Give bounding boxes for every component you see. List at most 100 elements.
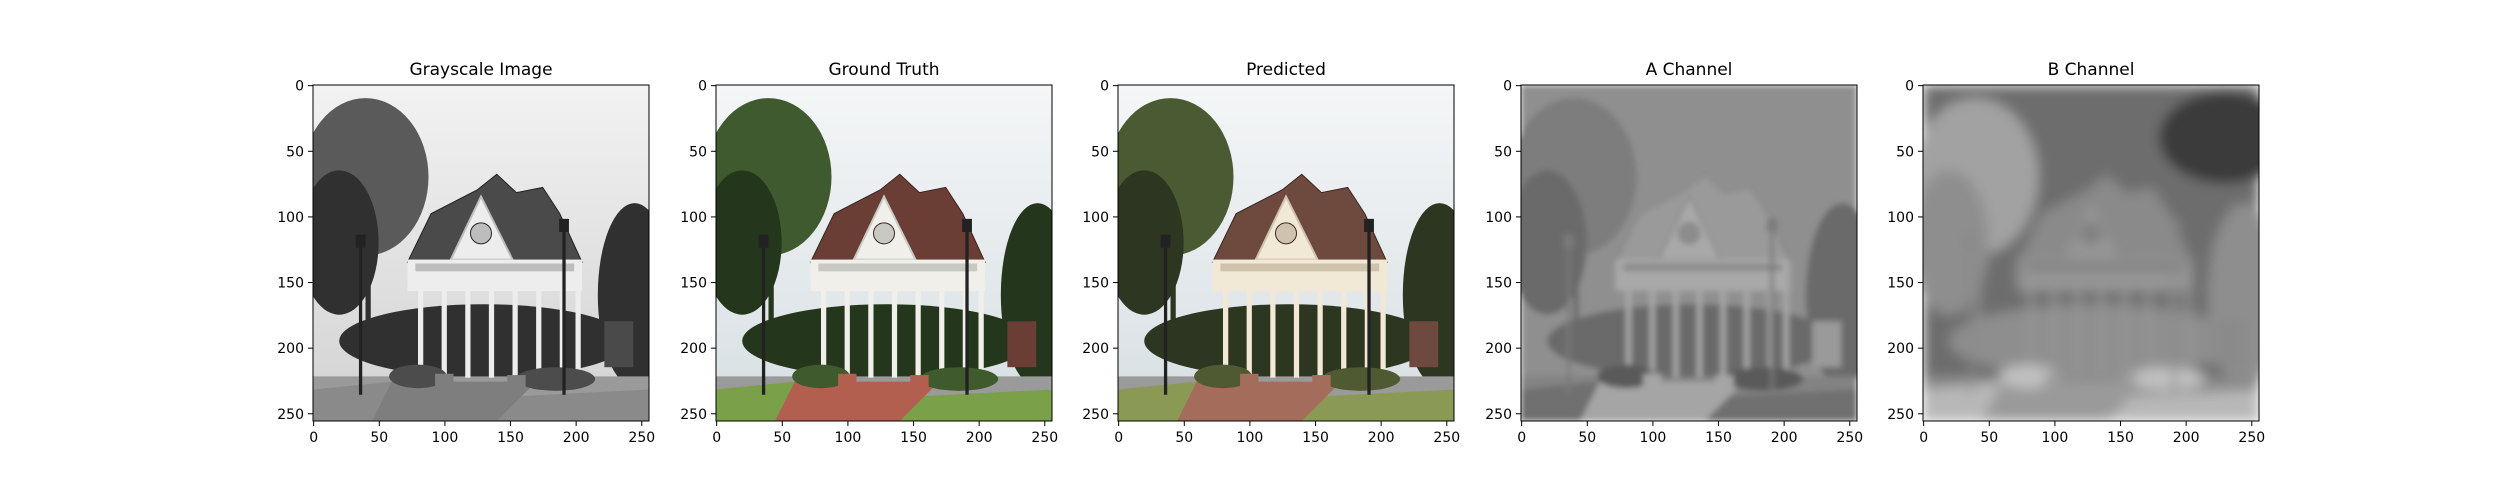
x-tick-label: 100 — [1237, 430, 1264, 446]
panel-image — [1923, 85, 2259, 421]
planter-left — [1240, 373, 1259, 387]
axis-frame — [1922, 84, 2260, 422]
y-tick-label: 200 — [1887, 341, 1914, 357]
x-tick-label: 200 — [1771, 430, 1798, 446]
pavilion-column — [1293, 288, 1300, 378]
pavilion-column — [821, 288, 827, 378]
y-tick-label: 50 — [286, 144, 304, 160]
planter-right — [1312, 375, 1331, 389]
scene — [1521, 85, 1857, 421]
x-tick-label: 250 — [2238, 430, 2265, 446]
brick-path — [1177, 381, 1342, 421]
y-tick-label: 100 — [680, 210, 707, 226]
pavilion-lattice — [2025, 263, 2185, 272]
axis-frame — [1117, 84, 1455, 422]
brick-path — [1580, 381, 1745, 421]
panel-image — [1521, 85, 1857, 421]
shrub-right — [1321, 367, 1401, 391]
planter-left — [2045, 373, 2064, 387]
pavilion-lattice — [818, 263, 978, 272]
x-tick-label: 150 — [900, 430, 927, 446]
panel-title: Ground Truth — [828, 60, 939, 80]
pavilion-column — [1246, 288, 1252, 378]
shrub-right — [2126, 367, 2206, 391]
pavilion-column — [1673, 288, 1679, 378]
pavilion-rail — [1212, 280, 1388, 292]
pavilion-column — [441, 288, 447, 378]
x-tick-label: 100 — [2042, 430, 2069, 446]
lamp-post — [2172, 229, 2176, 395]
pavilion-column — [1783, 288, 1789, 378]
pavilion-column — [2185, 288, 2191, 378]
y-tick-label: 200 — [1485, 341, 1512, 357]
clock-icon — [2080, 222, 2102, 245]
panel-grayscale: Grayscale Image 0 50 100 150 200 250 0 50 100 150 2… — [277, 60, 655, 446]
x-tick-label: 0 — [1114, 430, 1123, 446]
x-tick-label: 200 — [563, 430, 590, 446]
x-tick-label: 50 — [1175, 430, 1193, 446]
sign-post — [2214, 321, 2244, 368]
y-tick-label: 250 — [1887, 407, 1914, 423]
y-tick-label: 150 — [680, 276, 707, 292]
clock-icon — [873, 222, 895, 245]
pavilion-lattice — [415, 263, 575, 272]
shrub-left — [1597, 364, 1655, 389]
pavilion-column — [1223, 288, 1229, 378]
lamp-post — [562, 229, 566, 395]
x-tick-label: 150 — [2107, 430, 2134, 446]
left-tree-trunk — [1573, 242, 1579, 361]
lamp-head — [1767, 218, 1777, 232]
pavilion-column — [1696, 288, 1703, 378]
panel-image — [313, 85, 649, 421]
pavilion-column — [1649, 288, 1655, 378]
brick-path — [1982, 381, 2147, 421]
planter-left — [435, 373, 454, 387]
left-tree-trunk — [365, 242, 371, 361]
sign-post — [1007, 321, 1037, 368]
y-tick-label: 200 — [277, 341, 304, 357]
x-tick-label: 50 — [773, 430, 791, 446]
pavilion-column — [1626, 288, 1632, 378]
pavilion-column — [891, 288, 898, 378]
axis-frame — [715, 84, 1053, 422]
y-tick-label: 50 — [689, 144, 707, 160]
lamp-post — [1968, 245, 1973, 395]
panel-b-channel: B Channel 0 50 100 150 200 250 0 50 100 150 200 250 — [1887, 60, 2265, 446]
x-tick-label: 250 — [628, 430, 655, 446]
pavilion-rail — [2017, 280, 2193, 292]
pavilion-lattice — [1623, 263, 1783, 272]
shrub-left — [389, 364, 447, 389]
shrub-left — [1194, 364, 1252, 389]
x-tick-label: 100 — [1640, 430, 1667, 446]
y-tick-label: 100 — [1082, 210, 1109, 226]
x-tick-label: 50 — [1578, 430, 1596, 446]
lamp-head — [1160, 234, 1171, 248]
x-tick-label: 100 — [835, 430, 862, 446]
y-tick-label: 0 — [1100, 79, 1109, 95]
panel-title: B Channel — [2048, 60, 2135, 80]
clock-icon — [1678, 222, 1700, 245]
pavilion-column — [1380, 288, 1386, 378]
x-tick-label: 0 — [1517, 430, 1526, 446]
x-tick-label: 50 — [370, 430, 388, 446]
panels-group: Grayscale Image 0 50 100 150 200 250 0 50 100 150 2… — [277, 60, 2265, 446]
lamp-head — [758, 234, 769, 248]
x-tick-label: 250 — [1031, 430, 1058, 446]
panel-a-channel: A Channel 0 50 100 150 200 250 0 50 100 150 200 250 — [1485, 60, 1863, 446]
panel-title: A Channel — [1646, 60, 1733, 80]
pavilion-rail — [407, 280, 583, 292]
panel-image — [1118, 85, 1454, 421]
lamp-post — [1367, 229, 1371, 395]
background-shrubs — [1547, 304, 1836, 378]
pavilion-column — [2028, 288, 2034, 378]
pavilion-column — [1270, 288, 1276, 378]
planter-left — [1643, 373, 1662, 387]
panel-ground-truth: Ground Truth 0 50 100 150 200 250 0 50 100 150 200 2… — [680, 60, 1058, 446]
y-tick-label: 250 — [680, 407, 707, 423]
pavilion-roof — [1614, 173, 1791, 263]
background-shrubs — [1144, 304, 1433, 378]
panel-title: Grayscale Image — [409, 60, 552, 80]
lamp-post — [1163, 245, 1168, 395]
left-tree-trunk — [768, 242, 774, 361]
lamp-post — [1770, 229, 1774, 395]
